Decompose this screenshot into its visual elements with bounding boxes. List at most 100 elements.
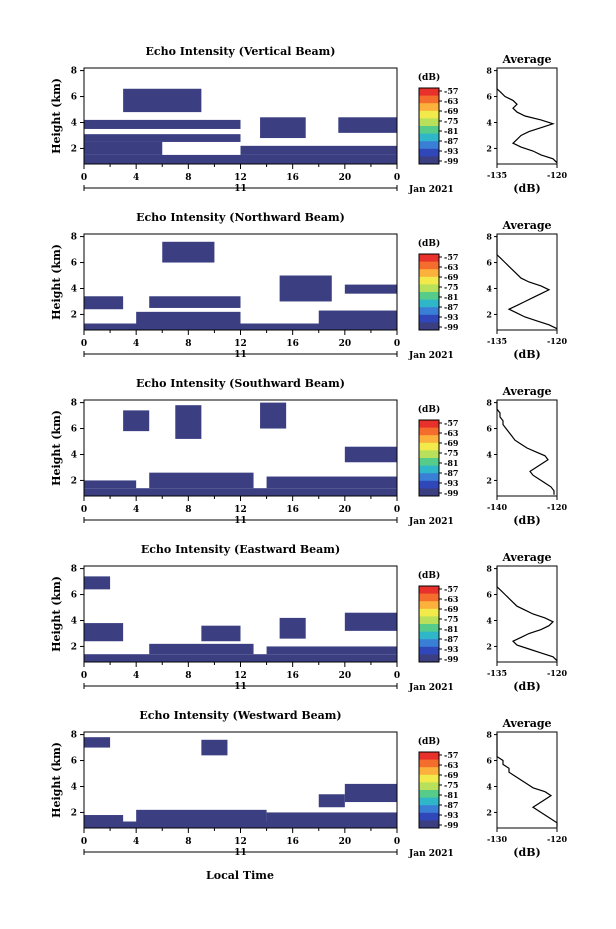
colorbar-tick-label: -69 (444, 438, 459, 448)
day-label: 11 (234, 848, 247, 858)
colorbar-tick-label: -75 (444, 282, 458, 292)
echo-cell (84, 737, 111, 748)
colorbar-segment (419, 254, 439, 263)
echo-cell (338, 117, 397, 133)
colorbar-segment (419, 110, 439, 119)
echo-regions (84, 402, 397, 496)
colorbar-tick-label: -93 (444, 312, 459, 322)
colorbar-segment (419, 654, 439, 663)
colorbar-tick-label: -57 (444, 584, 458, 594)
echo-cell (84, 623, 124, 642)
panel-4: Echo Intensity (Eastward Beam) 2 4 6 8 Height… (50, 543, 567, 693)
x-tick-label: 4 (133, 339, 139, 349)
echo-cell (266, 646, 397, 655)
x-tick-label: 16 (286, 339, 299, 349)
echo-cell (84, 576, 111, 590)
echo-cell (175, 405, 202, 439)
x-tick-label: 8 (185, 339, 191, 349)
x-tick-label: 20 (339, 173, 352, 183)
day-label: 11 (234, 682, 247, 692)
y-tick-label: 8 (71, 233, 77, 243)
x-tick-label: 8 (185, 505, 191, 515)
panel-2: Echo Intensity (Northward Beam) 2 4 6 8 Heigh… (50, 211, 567, 361)
colorbar-segment (419, 624, 439, 633)
y-tick-label: 6 (71, 93, 77, 103)
y-tick-label: 2 (71, 476, 77, 486)
colorbar-segment (419, 631, 439, 640)
colorbar-tick-label: -81 (444, 458, 458, 468)
echo-cell (84, 119, 241, 129)
colorbar-segment (419, 292, 439, 301)
x-tick-label: 4 (133, 837, 139, 847)
colorbar-unit: (dB) (418, 404, 440, 415)
echo-cell (344, 284, 397, 294)
panel-title: Echo Intensity (Eastward Beam) (141, 543, 340, 556)
panel-title: Echo Intensity (Vertical Beam) (145, 45, 335, 58)
average-y-tick-label: 8 (486, 66, 492, 76)
x-tick-label: 4 (133, 671, 139, 681)
echo-cell (260, 402, 287, 429)
colorbar-segment (419, 759, 439, 768)
average-y-tick-label: 8 (486, 398, 492, 408)
y-tick-label: 2 (71, 310, 77, 320)
colorbar-tick-label: -87 (444, 136, 458, 146)
y-axis-label: Height (km) (50, 244, 63, 320)
x-tick-label: 0 (394, 505, 400, 515)
colorbar-segment (419, 156, 439, 165)
panel-title: Echo Intensity (Northward Beam) (136, 211, 345, 224)
average-profile-line (496, 69, 558, 164)
x-tick-label: 12 (234, 339, 247, 349)
echo-cell (136, 809, 267, 822)
colorbar-segment (419, 767, 439, 776)
panel-title: Echo Intensity (Southward Beam) (136, 377, 345, 390)
y-tick-label: 6 (71, 591, 77, 601)
colorbar-tick-label: -99 (444, 820, 459, 830)
panel-3: Echo Intensity (Southward Beam) 2 4 6 8 Heigh… (50, 377, 567, 527)
x-tick-label: 8 (185, 173, 191, 183)
day-label: 11 (234, 184, 247, 194)
x-tick-label: 16 (286, 671, 299, 681)
colorbar-segment (419, 103, 439, 112)
x-tick-label: 12 (234, 837, 247, 847)
y-tick-label: 4 (71, 782, 77, 792)
x-tick-label: 0 (81, 339, 87, 349)
average-title: Average (501, 219, 551, 232)
y-tick-label: 6 (71, 259, 77, 269)
colorbar-segment (419, 752, 439, 761)
colorbar-tick-label: -69 (444, 770, 459, 780)
average-x-label: (dB) (513, 182, 540, 195)
average-y-tick-label: 2 (486, 641, 492, 651)
y-tick-label: 4 (71, 284, 77, 294)
x-tick-label: 0 (394, 837, 400, 847)
x-tick-label: 16 (286, 173, 299, 183)
average-x-tick-label: -120 (547, 336, 567, 346)
echo-cell (84, 480, 137, 489)
colorbar-tick-label: -99 (444, 654, 459, 664)
echo-regions (84, 88, 397, 164)
colorbar-tick-label: -69 (444, 106, 459, 116)
average-title: Average (501, 717, 551, 730)
colorbar-segment (419, 639, 439, 648)
colorbar-segment (419, 126, 439, 135)
y-tick-label: 8 (71, 399, 77, 409)
average-title: Average (501, 551, 551, 564)
colorbar-tick-label: -81 (444, 126, 458, 136)
average-x-tick-label: -135 (487, 668, 507, 678)
y-tick-label: 8 (71, 565, 77, 575)
average-y-tick-label: 2 (486, 807, 492, 817)
colorbar-segment (419, 307, 439, 316)
echo-cell (84, 296, 124, 310)
echo-cell (123, 88, 202, 113)
colorbar-tick-label: -87 (444, 634, 458, 644)
average-y-tick-label: 6 (486, 424, 492, 434)
echo-regions (84, 737, 397, 828)
colorbar-segment (419, 473, 439, 482)
colorbar-segment (419, 593, 439, 602)
echo-cell (84, 141, 163, 155)
x-tick-label: 0 (394, 173, 400, 183)
average-frame (496, 67, 558, 165)
average-x-tick-label: -140 (487, 502, 507, 512)
day-label: 11 (234, 516, 247, 526)
colorbar-segment (419, 442, 439, 451)
average-frame (496, 565, 558, 663)
